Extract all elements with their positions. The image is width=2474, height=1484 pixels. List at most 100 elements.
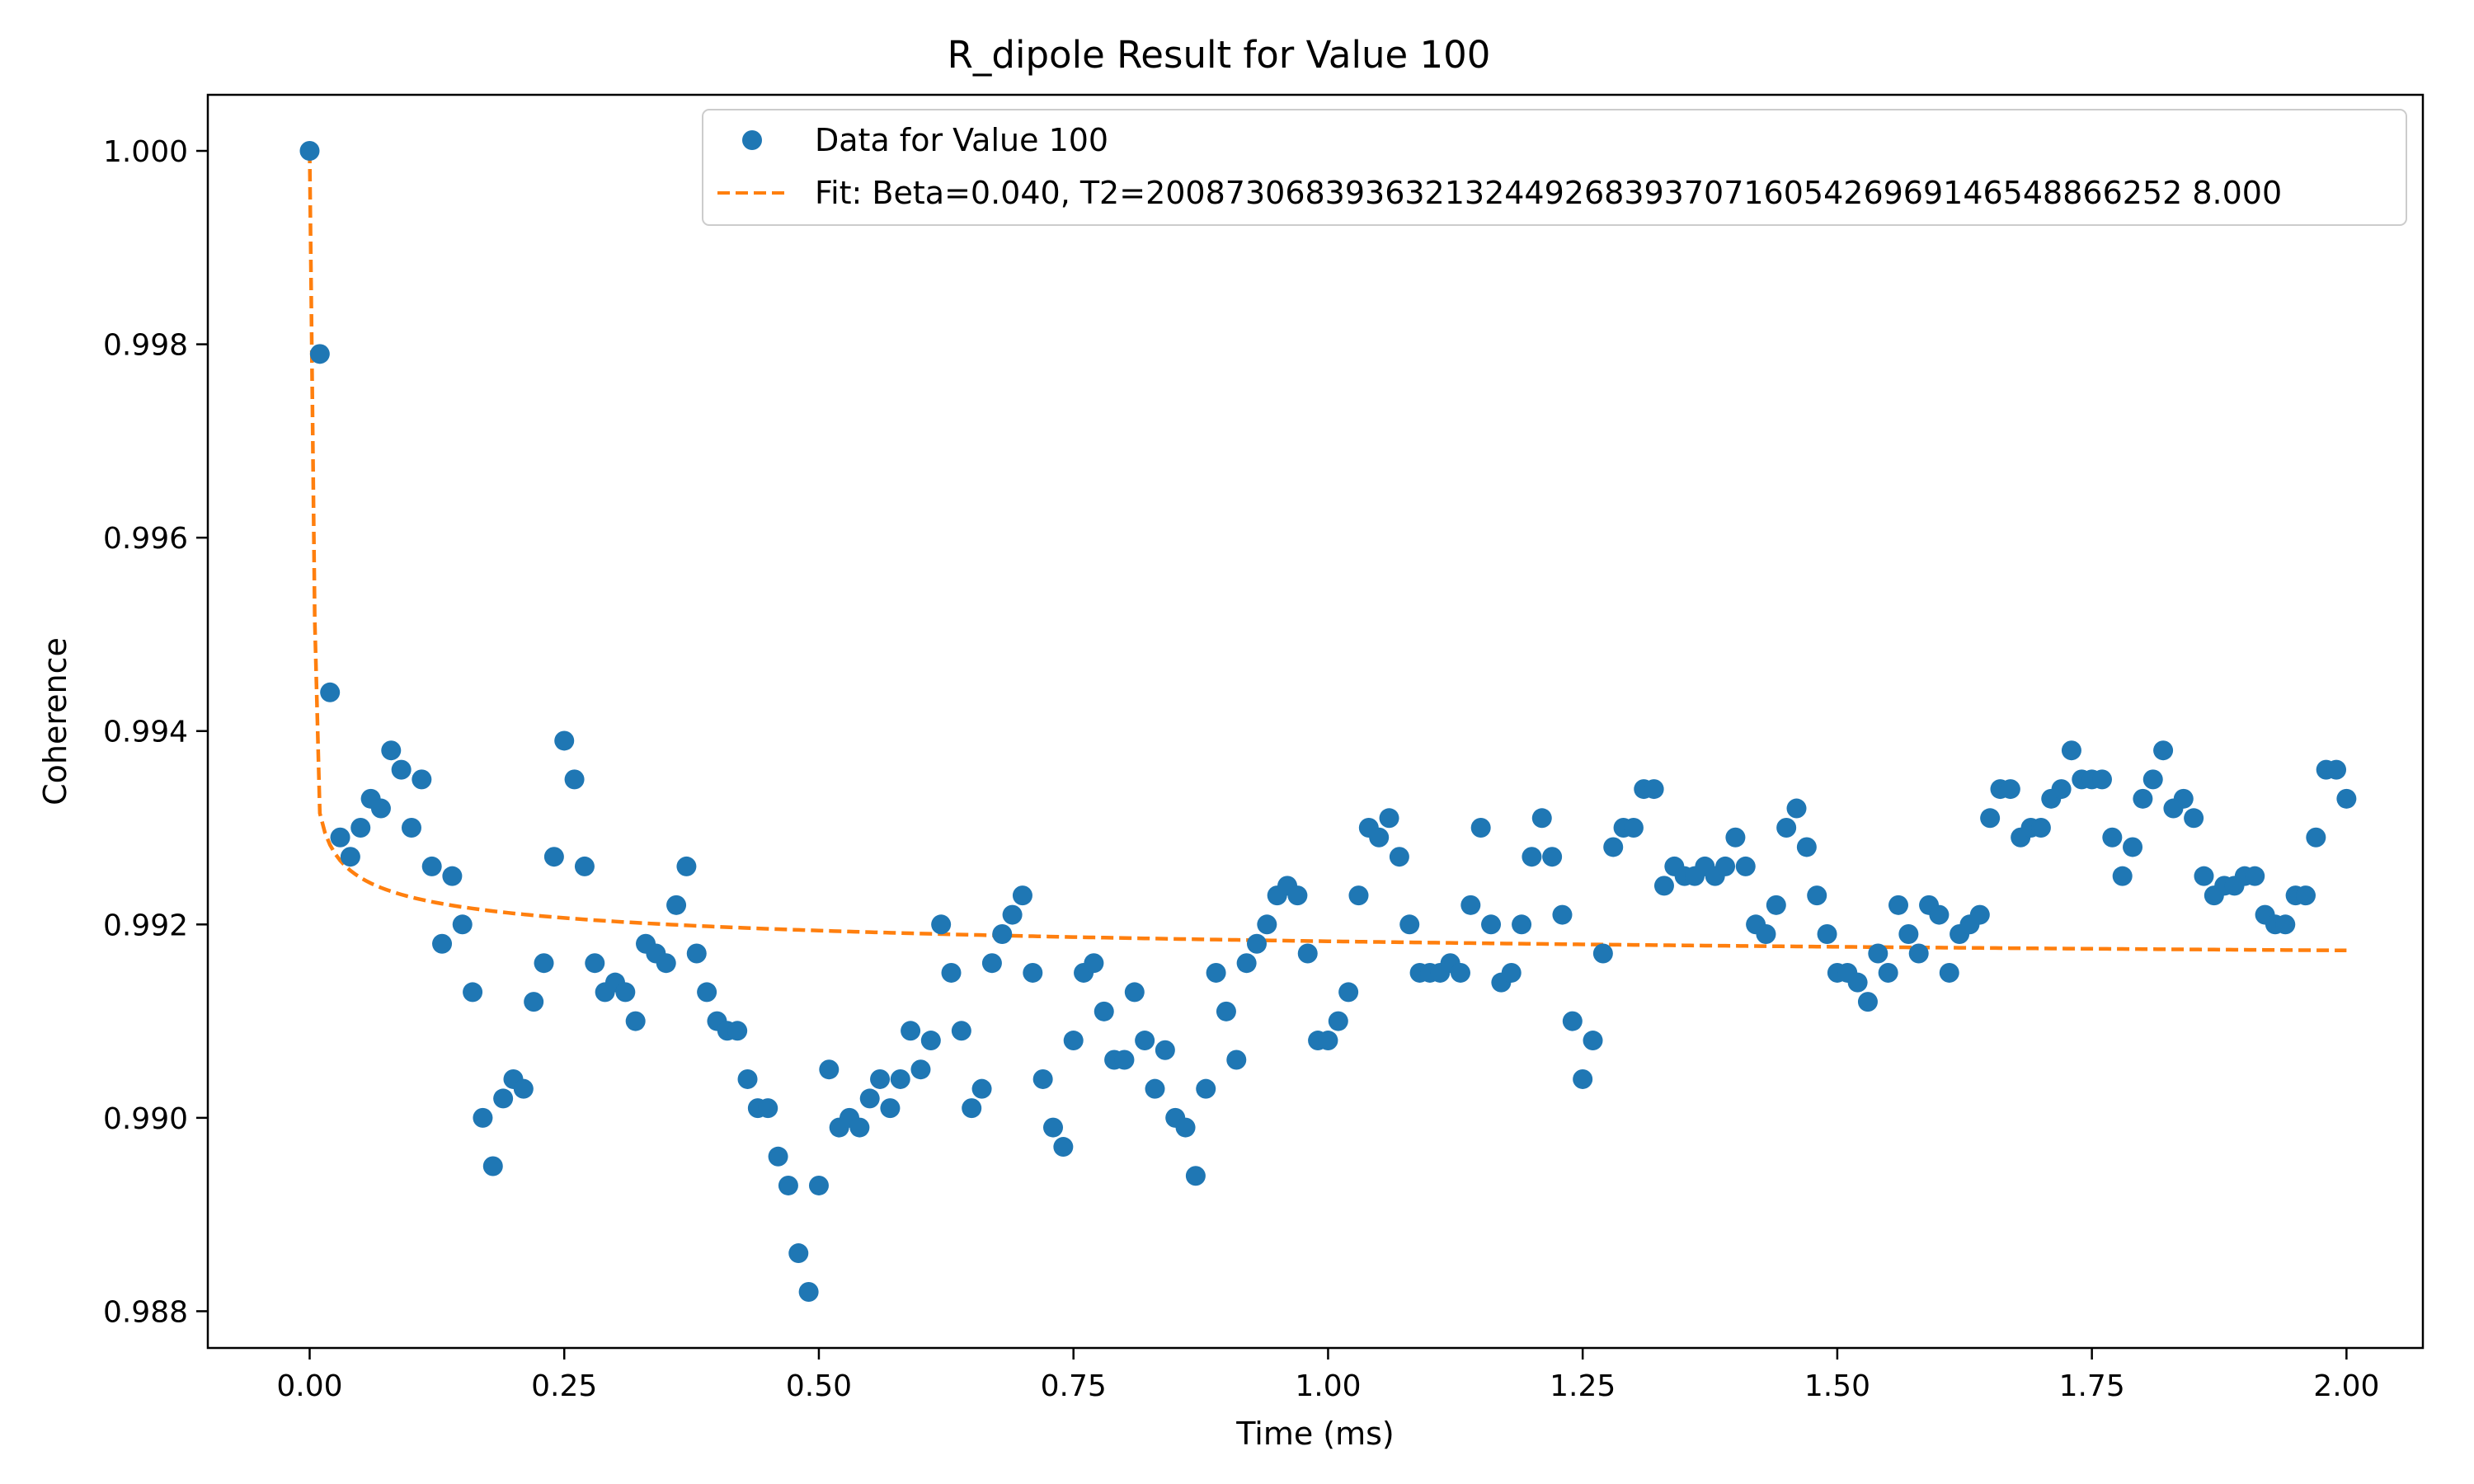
data-point xyxy=(901,1021,921,1041)
data-point xyxy=(2173,788,2194,809)
data-point xyxy=(615,982,636,1003)
data-point xyxy=(2112,866,2133,886)
data-point xyxy=(962,1098,982,1119)
x-tick-label: 0.25 xyxy=(531,1369,597,1403)
data-point xyxy=(432,933,453,954)
data-point xyxy=(421,856,442,876)
data-point xyxy=(1012,885,1032,906)
data-point xyxy=(1980,808,2001,829)
data-point xyxy=(625,1011,646,1031)
data-point xyxy=(524,992,544,1012)
data-point xyxy=(1063,1031,1084,1051)
data-point xyxy=(788,1243,809,1264)
data-point xyxy=(1583,1031,1603,1051)
data-point xyxy=(880,1098,901,1119)
data-point xyxy=(1908,943,1929,964)
y-tick-label: 0.988 xyxy=(103,1295,188,1329)
data-point xyxy=(1623,818,1644,838)
data-point xyxy=(1807,885,1827,906)
data-point xyxy=(697,982,717,1003)
data-point xyxy=(1236,953,1257,974)
data-point xyxy=(1185,1166,1206,1186)
legend: Data for Value 100 Fit: Beta=0.040, T2=2… xyxy=(702,109,2407,226)
data-point xyxy=(1756,924,1776,945)
data-point xyxy=(309,344,330,364)
y-tick-label: 0.996 xyxy=(103,522,188,556)
data-point xyxy=(1318,1031,1338,1051)
y-axis-label: Coherence xyxy=(37,637,73,805)
data-point xyxy=(1592,943,1613,964)
data-point xyxy=(1562,1011,1583,1031)
data-point xyxy=(463,982,483,1003)
data-point xyxy=(910,1059,931,1080)
data-point xyxy=(2153,740,2174,761)
data-point xyxy=(2000,779,2020,800)
data-point xyxy=(1847,972,1868,993)
data-point xyxy=(1735,856,1756,876)
data-point xyxy=(992,924,1013,945)
data-point xyxy=(2061,740,2081,761)
data-point xyxy=(1246,933,1267,954)
data-point xyxy=(1348,885,1369,906)
data-point xyxy=(768,1146,788,1167)
data-point xyxy=(1653,876,1674,896)
data-point xyxy=(2306,827,2326,848)
data-point xyxy=(1328,1011,1348,1031)
data-point xyxy=(1206,962,1226,983)
data-point xyxy=(676,856,697,876)
data-point xyxy=(534,953,554,974)
data-point xyxy=(564,769,585,790)
data-point xyxy=(1023,962,1043,983)
y-tick-label: 1.000 xyxy=(103,135,188,169)
data-point xyxy=(1929,904,1950,925)
data-point xyxy=(1094,1001,1114,1021)
data-point xyxy=(656,953,676,974)
data-point xyxy=(758,1098,778,1119)
x-tick-label: 1.25 xyxy=(1550,1369,1616,1403)
y-tick-label: 0.990 xyxy=(103,1102,188,1136)
x-tick-label: 0.75 xyxy=(1041,1369,1107,1403)
data-point xyxy=(2142,769,2163,790)
y-tick-label: 0.998 xyxy=(103,329,188,363)
data-point xyxy=(859,1088,880,1109)
data-point xyxy=(1226,1050,1247,1070)
data-point xyxy=(299,141,320,162)
data-point xyxy=(412,769,432,790)
data-point xyxy=(320,682,341,702)
data-point xyxy=(1145,1078,1165,1099)
data-point xyxy=(1287,885,1308,906)
x-tick-label: 1.75 xyxy=(2059,1369,2125,1403)
data-point xyxy=(890,1068,910,1089)
plot-area xyxy=(299,141,2357,1302)
data-point xyxy=(1898,924,1919,945)
data-point xyxy=(1389,847,1409,867)
data-point xyxy=(2275,914,2296,935)
data-point xyxy=(1603,837,1624,857)
data-point xyxy=(585,953,605,974)
data-point xyxy=(1501,962,1522,983)
data-point xyxy=(2102,827,2123,848)
data-point xyxy=(1175,1117,1196,1138)
data-point xyxy=(1552,904,1573,925)
data-point xyxy=(1450,962,1470,983)
data-point xyxy=(778,1175,798,1195)
data-point xyxy=(2245,866,2265,886)
data-point xyxy=(666,895,687,915)
data-point xyxy=(330,827,350,848)
data-point xyxy=(737,1068,758,1089)
x-tick-label: 1.00 xyxy=(1295,1369,1361,1403)
data-point xyxy=(1399,914,1420,935)
x-tick-label: 0.00 xyxy=(276,1369,342,1403)
data-point xyxy=(1460,895,1481,915)
data-point xyxy=(1878,962,1898,983)
data-point xyxy=(1257,914,1277,935)
data-point xyxy=(1969,904,1990,925)
data-point xyxy=(727,1021,748,1041)
data-point xyxy=(543,847,564,867)
data-point xyxy=(1369,827,1390,848)
data-point xyxy=(513,1078,534,1099)
fit-line xyxy=(308,150,2347,953)
legend-label-data: Data for Value 100 xyxy=(815,122,1108,158)
data-point xyxy=(350,818,371,838)
data-point xyxy=(1512,914,1532,935)
